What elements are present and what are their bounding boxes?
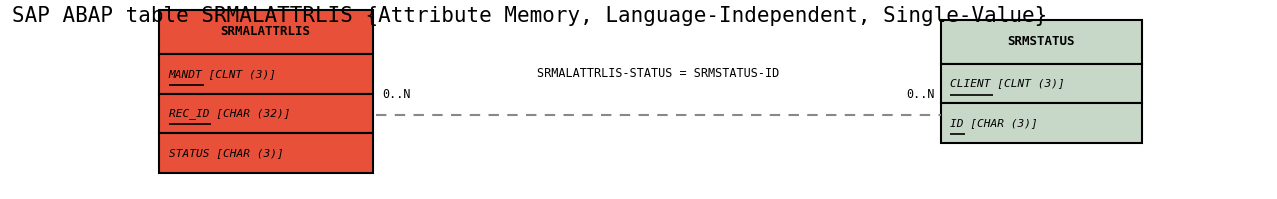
Text: REC_ID [CHAR (32)]: REC_ID [CHAR (32)] <box>169 108 290 119</box>
Text: MANDT [CLNT (3)]: MANDT [CLNT (3)] <box>169 69 277 79</box>
Text: CLIENT [CLNT (3)]: CLIENT [CLNT (3)] <box>950 79 1065 89</box>
Text: 0..N: 0..N <box>382 89 411 101</box>
Text: SRMALATTRLIS-STATUS = SRMSTATUS-ID: SRMALATTRLIS-STATUS = SRMSTATUS-ID <box>538 67 779 80</box>
FancyBboxPatch shape <box>158 133 373 173</box>
Text: 0..N: 0..N <box>905 89 935 101</box>
Text: STATUS [CHAR (3)]: STATUS [CHAR (3)] <box>169 148 283 158</box>
FancyBboxPatch shape <box>941 20 1142 64</box>
FancyBboxPatch shape <box>158 94 373 133</box>
Text: SRMALATTRLIS: SRMALATTRLIS <box>221 25 310 38</box>
Text: SRMSTATUS: SRMSTATUS <box>1008 35 1075 48</box>
FancyBboxPatch shape <box>158 10 373 54</box>
FancyBboxPatch shape <box>158 54 373 94</box>
FancyBboxPatch shape <box>941 64 1142 103</box>
Text: SAP ABAP table SRMALATTRLIS {Attribute Memory, Language-Independent, Single-Valu: SAP ABAP table SRMALATTRLIS {Attribute M… <box>13 6 1047 26</box>
FancyBboxPatch shape <box>941 103 1142 143</box>
Text: ID [CHAR (3)]: ID [CHAR (3)] <box>950 118 1038 128</box>
